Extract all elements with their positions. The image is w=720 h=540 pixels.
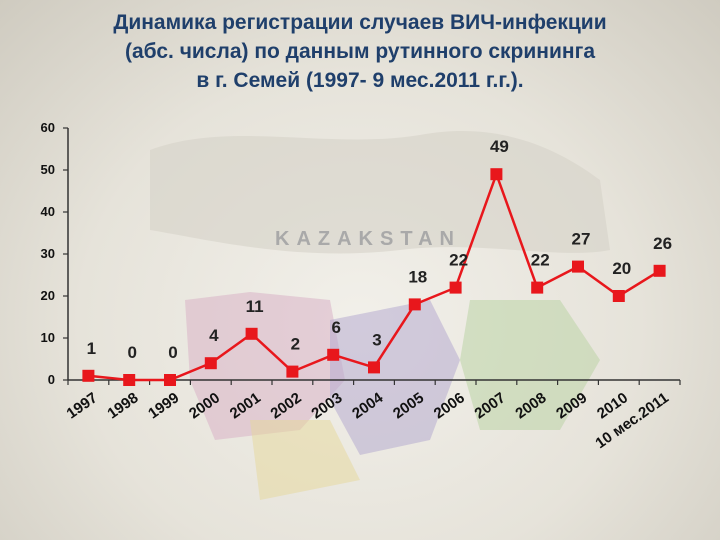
data-label: 20 [612, 259, 631, 278]
data-label: 22 [531, 251, 550, 270]
data-point [653, 264, 666, 277]
map-region-purple [330, 300, 460, 455]
data-label: 0 [127, 343, 136, 362]
data-point [286, 365, 299, 378]
x-tick-label: 1997 [64, 389, 101, 422]
data-label: 0 [168, 343, 177, 362]
y-tick-label: 20 [41, 288, 55, 303]
data-point [572, 260, 584, 273]
data-label: 18 [408, 267, 427, 286]
data-point [327, 348, 340, 361]
map-region-yellow [250, 420, 360, 500]
data-point [82, 369, 95, 382]
y-tick-label: 0 [48, 372, 55, 387]
data-point [164, 374, 176, 386]
map-region-pink [185, 292, 345, 440]
y-tick-label: 40 [41, 204, 55, 219]
series-markers [82, 168, 666, 386]
y-tick-label: 50 [41, 162, 55, 177]
title-line-2: (абс. числа) по данным рутинного скринин… [124, 40, 595, 63]
data-label: 22 [449, 251, 468, 270]
data-point [204, 357, 217, 370]
y-tick-label: 30 [41, 246, 55, 261]
data-point [368, 361, 380, 374]
map-label: KAZAKSTAN [275, 228, 461, 250]
map-shape-north [150, 131, 610, 254]
data-label: 11 [246, 297, 264, 316]
y-tick-label: 60 [41, 120, 55, 135]
data-point [531, 281, 544, 294]
data-label: 27 [572, 230, 591, 249]
data-label: 26 [653, 234, 672, 253]
x-tick-label: 1998 [104, 389, 141, 422]
title-line-1: Динамика регистрации случаев ВИЧ-инфекци… [113, 11, 607, 34]
y-tick-label: 10 [41, 330, 55, 345]
map-region-green [460, 300, 600, 430]
data-label: 1 [87, 339, 96, 358]
data-label: 49 [490, 137, 509, 156]
background-map: KAZAKSTAN [150, 131, 610, 500]
data-label: 2 [291, 335, 300, 354]
data-point [490, 168, 503, 181]
y-tick-labels: 0 10 20 30 40 50 60 [41, 120, 55, 387]
data-point [612, 290, 625, 302]
data-point [123, 374, 136, 386]
data-label: 3 [372, 330, 381, 349]
data-point [449, 281, 462, 294]
x-tick-label: 1999 [145, 389, 182, 422]
slide-title: Динамика регистрации случаев ВИЧ-инфекци… [0, 8, 720, 95]
data-label: 4 [209, 326, 219, 345]
title-line-3: в г. Семей (1997- 9 мес.2011 г.г.). [196, 69, 524, 92]
data-point [245, 327, 258, 340]
data-label: 6 [331, 318, 340, 337]
data-point [408, 298, 421, 311]
